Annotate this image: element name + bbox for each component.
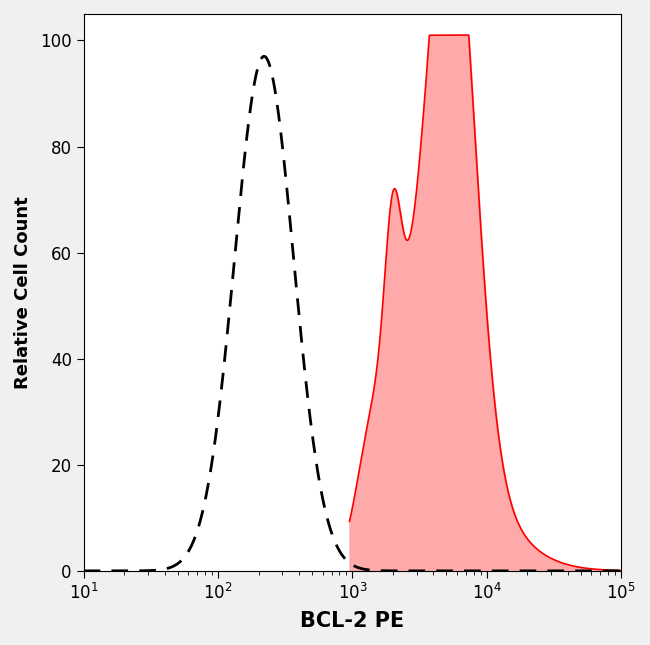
- X-axis label: BCL-2 PE: BCL-2 PE: [300, 611, 404, 631]
- Y-axis label: Relative Cell Count: Relative Cell Count: [14, 196, 32, 389]
